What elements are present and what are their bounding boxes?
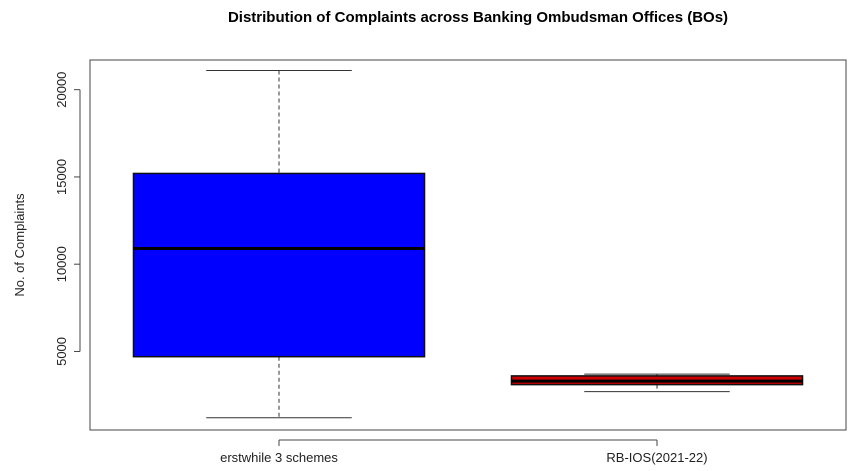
x-axis: erstwhile 3 schemes RB-IOS(2021-22) (220, 439, 708, 465)
y-tick-label: 10000 (54, 246, 69, 282)
plot-frame (89, 59, 847, 431)
y-tick-label: 5000 (54, 337, 69, 366)
chart-title: Distribution of Complaints across Bankin… (228, 9, 728, 26)
y-axis: 5000 10000 15000 20000 (54, 72, 81, 366)
box-group (132, 69, 804, 419)
box-iqr (132, 172, 426, 358)
y-tick-label: 20000 (54, 72, 69, 108)
box-1 (132, 69, 426, 419)
x-tick-label: erstwhile 3 schemes (220, 450, 338, 465)
y-tick-label: 15000 (54, 159, 69, 195)
x-tick-label: RB-IOS(2021-22) (606, 450, 707, 465)
y-axis-label: No. of Complaints (12, 193, 27, 297)
box-2 (510, 373, 804, 393)
